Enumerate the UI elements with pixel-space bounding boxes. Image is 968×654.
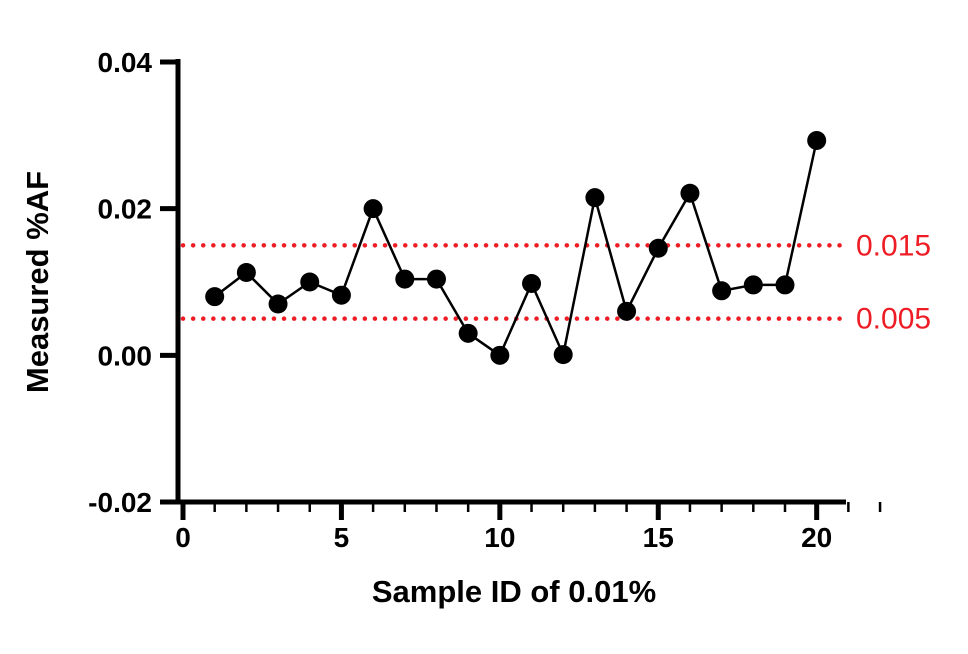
x-axis-title: Sample ID of 0.01% <box>372 574 656 609</box>
y-tick-label: 0.02 <box>98 194 153 225</box>
data-point <box>775 275 795 295</box>
x-tick-label: 5 <box>334 522 350 553</box>
data-point <box>522 273 542 293</box>
x-tick-label: 15 <box>643 522 674 553</box>
data-point <box>363 199 383 219</box>
y-tick-label: -0.02 <box>88 487 152 518</box>
data-point <box>553 345 573 365</box>
axes-layer <box>160 59 882 520</box>
data-point <box>680 183 700 203</box>
x-tick-label: 0 <box>175 522 191 553</box>
data-point <box>807 130 827 150</box>
y-axis-title: Measured %AF <box>20 171 55 393</box>
reference-line-label: 0.005 <box>856 303 931 336</box>
y-tick-label: 0.04 <box>98 47 153 78</box>
data-point <box>331 285 351 305</box>
data-point <box>205 287 225 307</box>
data-point <box>585 188 605 208</box>
data-series-layer <box>205 130 827 365</box>
data-point <box>458 323 478 343</box>
data-point <box>743 275 763 295</box>
y-tick-label: 0.00 <box>98 340 153 371</box>
x-tick-label: 10 <box>484 522 515 553</box>
data-point <box>426 269 446 289</box>
data-point <box>236 262 256 282</box>
reference-lines-layer <box>180 243 849 321</box>
data-point <box>712 281 732 301</box>
data-point <box>490 345 510 365</box>
data-line <box>213 140 818 359</box>
data-point <box>395 269 415 289</box>
data-point <box>300 272 320 292</box>
labels-layer: 0 5 10 15 20 -0.02 0.00 0.02 0.04 0.015 0.005 <box>88 47 931 553</box>
data-point <box>648 238 668 258</box>
reference-line-label: 0.015 <box>856 229 931 262</box>
x-tick-label: 20 <box>801 522 832 553</box>
data-point <box>617 301 637 321</box>
data-point <box>268 294 288 314</box>
